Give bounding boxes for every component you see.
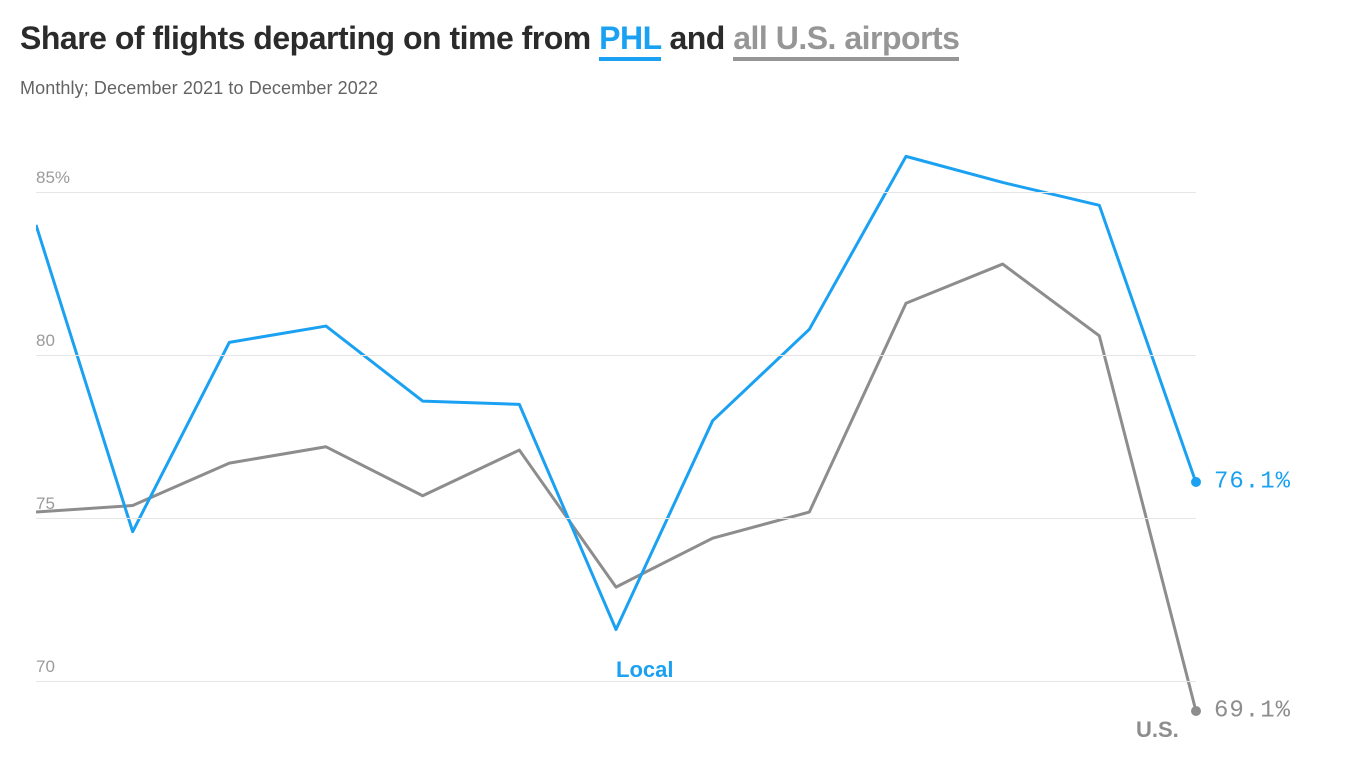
us-series-label: U.S. bbox=[1136, 717, 1179, 743]
local-end-value: 76.1% bbox=[1214, 469, 1291, 496]
chart-plot bbox=[36, 127, 1196, 747]
local-line bbox=[36, 156, 1196, 629]
us-line bbox=[36, 264, 1196, 711]
us-end-marker bbox=[1191, 706, 1201, 716]
gridline bbox=[36, 355, 1196, 356]
y-axis-label: 80 bbox=[36, 331, 55, 351]
us-end-value: 69.1% bbox=[1214, 697, 1291, 724]
gridline bbox=[36, 518, 1196, 519]
title-us-highlight: all U.S. airports bbox=[733, 20, 959, 61]
chart-subtitle: Monthly; December 2021 to December 2022 bbox=[20, 78, 1346, 99]
chart-area: 70 75 80 85% 69.1% U.S. 76.1% Local bbox=[20, 127, 1346, 747]
local-end-marker bbox=[1191, 477, 1201, 487]
gridline bbox=[36, 192, 1196, 193]
y-axis-label: 75 bbox=[36, 494, 55, 514]
title-mid: and bbox=[661, 20, 733, 56]
y-axis-label: 70 bbox=[36, 657, 55, 677]
chart-title: Share of flights departing on time from … bbox=[20, 18, 1346, 60]
local-series-label: Local bbox=[616, 657, 673, 683]
y-axis-label: 85% bbox=[36, 168, 70, 188]
title-prefix: Share of flights departing on time from bbox=[20, 20, 599, 56]
title-phl-highlight: PHL bbox=[599, 20, 661, 61]
